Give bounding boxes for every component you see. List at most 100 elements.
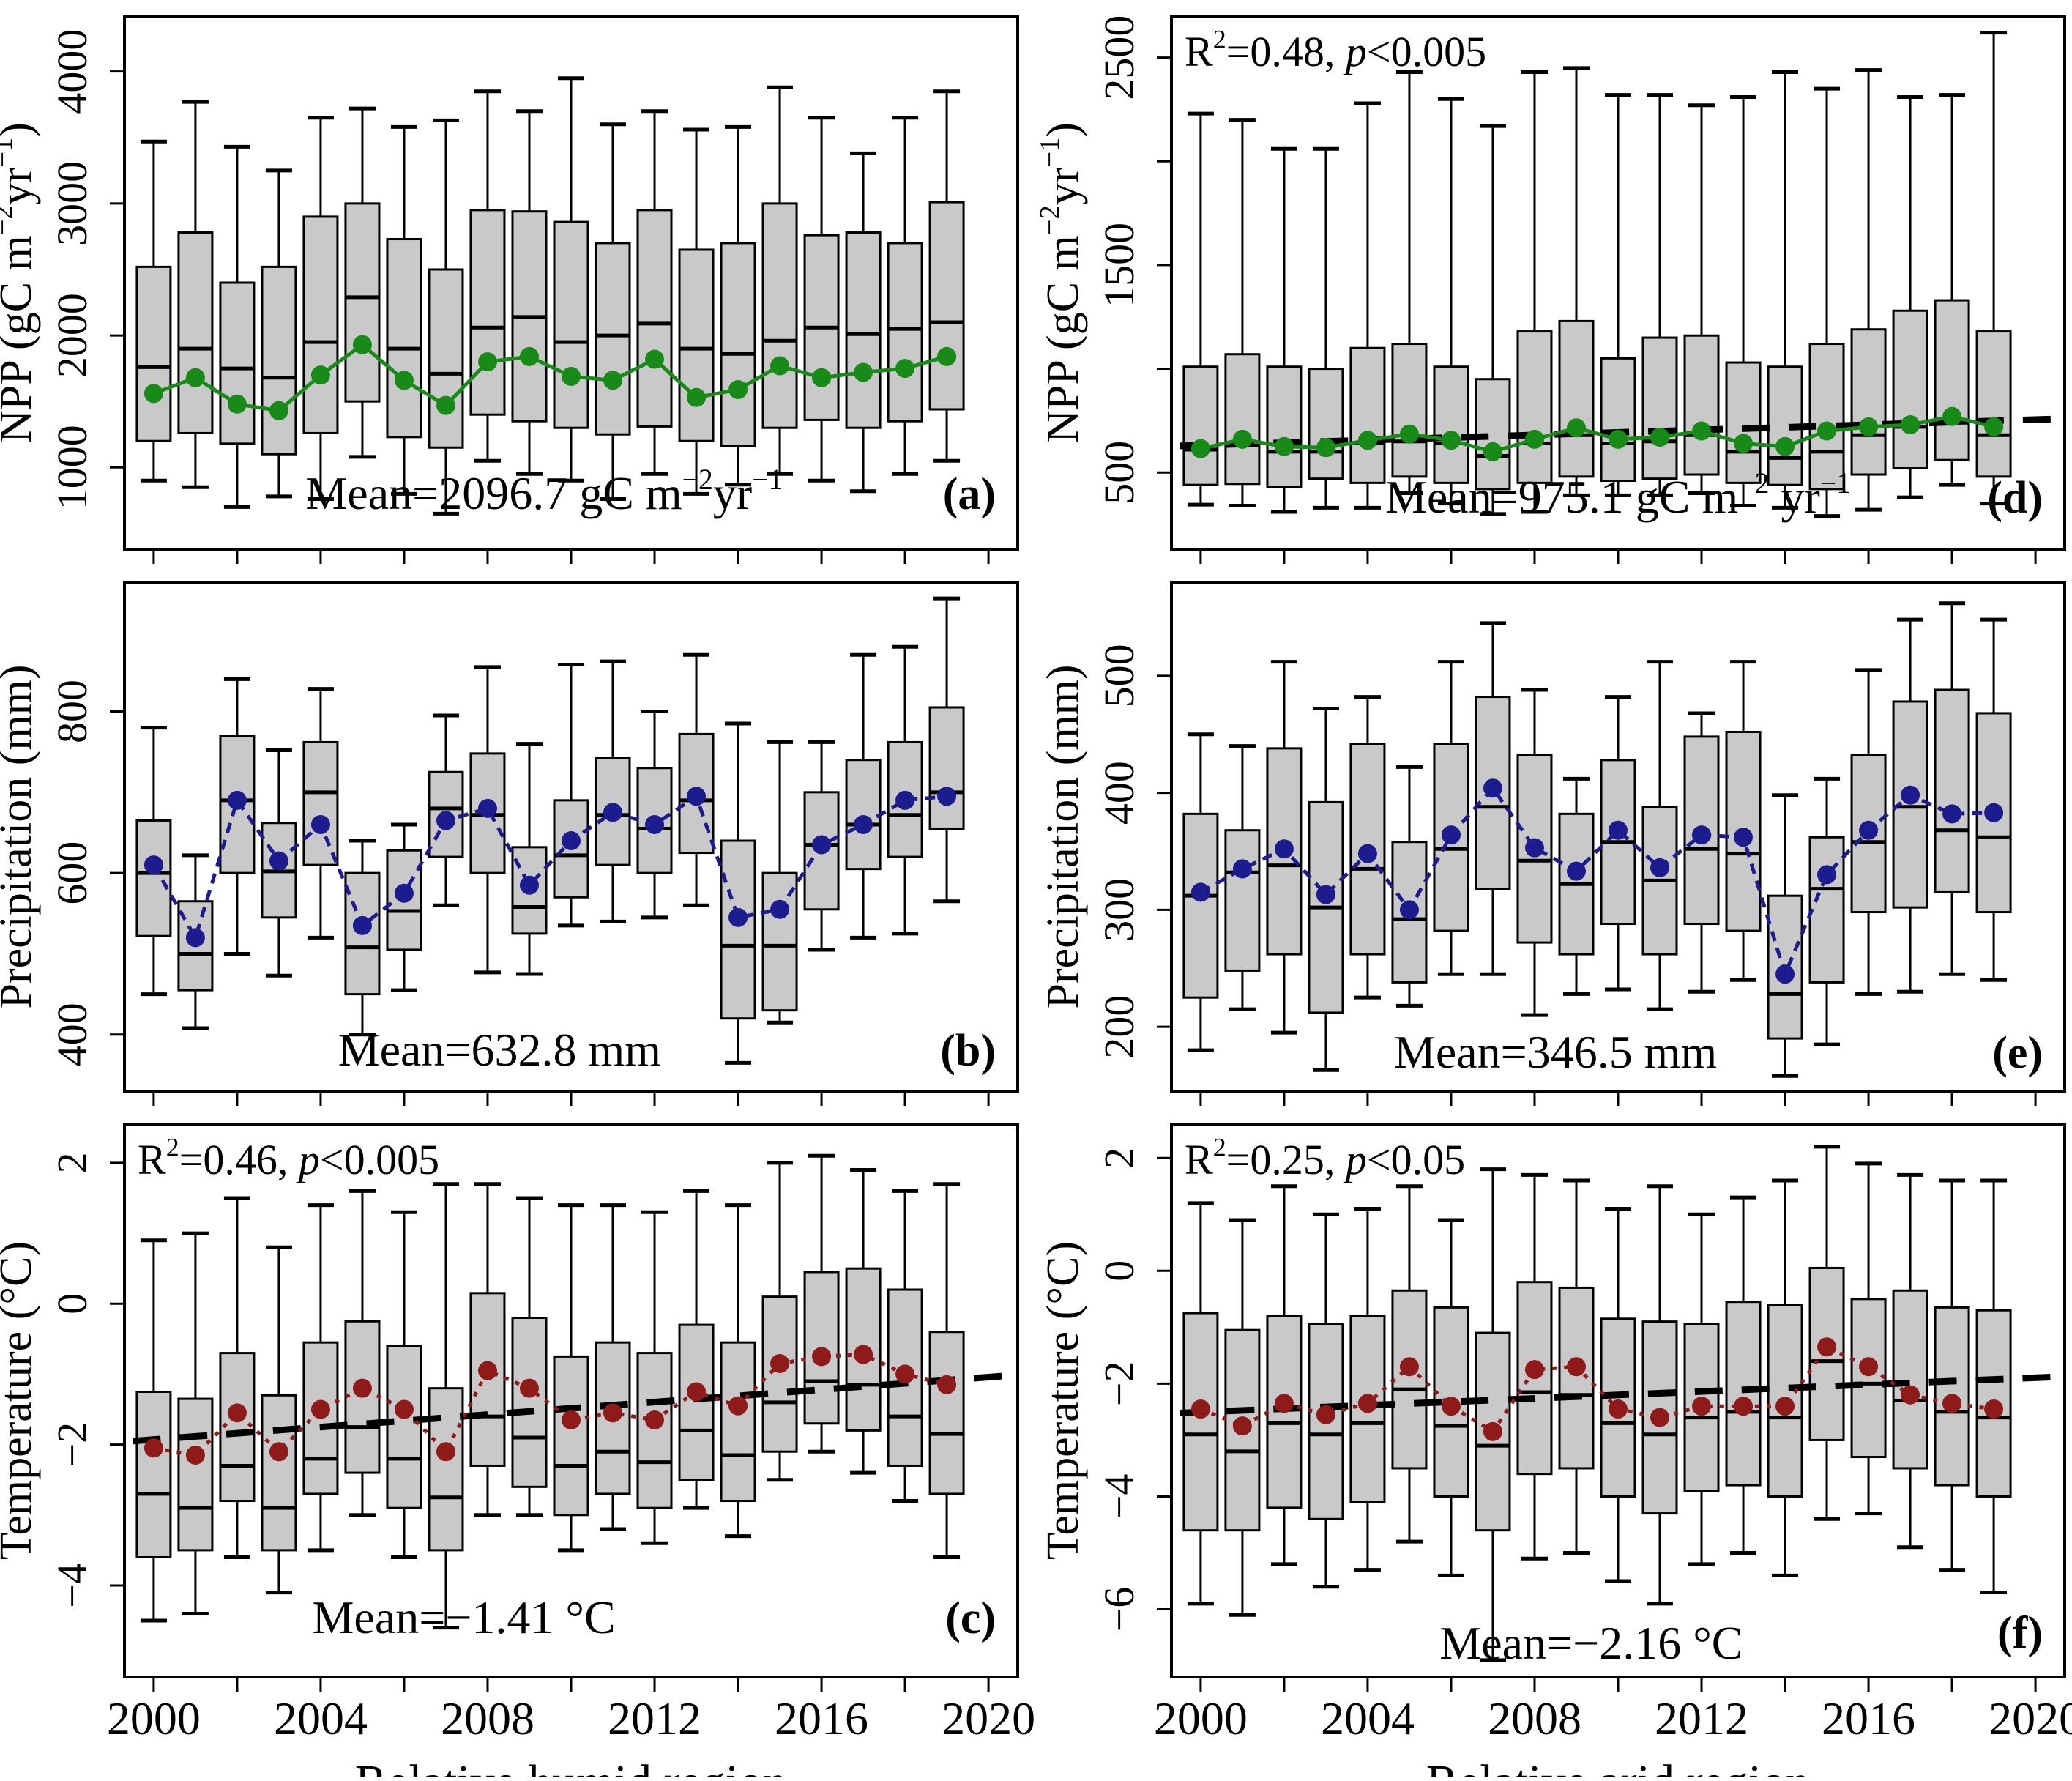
box-rect xyxy=(553,1355,589,1517)
point-d-2003 xyxy=(1316,438,1335,458)
point-e-2006 xyxy=(1441,825,1461,845)
point-a-2010 xyxy=(562,366,581,386)
box-f-2001 xyxy=(1224,1218,1261,1617)
point-f-2000 xyxy=(1190,1399,1210,1419)
point-d-2016 xyxy=(1859,417,1879,436)
point-c-2004 xyxy=(310,1399,330,1419)
box-rect xyxy=(1934,1306,1970,1487)
box-rect xyxy=(1224,353,1261,486)
point-a-2014 xyxy=(728,379,748,399)
box-rect xyxy=(1808,343,1845,491)
box-rect xyxy=(1182,365,1219,486)
box-rect xyxy=(1558,1286,1595,1470)
y-tick-label: 4000 xyxy=(48,29,96,114)
y-tick-label: 500 xyxy=(1095,441,1143,505)
box-rect xyxy=(1516,754,1553,944)
point-d-2005 xyxy=(1399,424,1419,444)
svg-text:Precipitation (mm): Precipitation (mm) xyxy=(0,664,41,1008)
box-rect xyxy=(636,209,673,428)
panel-letter-c: (c) xyxy=(945,1594,996,1643)
point-a-2015 xyxy=(770,356,790,376)
point-d-2017 xyxy=(1901,415,1920,435)
point-a-2000 xyxy=(144,384,163,404)
box-e-2008 xyxy=(1516,688,1553,1017)
box-rect xyxy=(636,1352,673,1509)
point-c-2014 xyxy=(728,1396,748,1416)
svg-text:4000: 4000 xyxy=(48,29,96,114)
box-rect xyxy=(1391,343,1428,478)
box-rect xyxy=(928,706,965,830)
box-rect xyxy=(511,1316,548,1488)
box-rect xyxy=(1516,1281,1553,1476)
box-rect xyxy=(1182,1312,1219,1532)
point-d-2014 xyxy=(1775,436,1795,456)
box-rect xyxy=(177,1397,214,1552)
point-f-2008 xyxy=(1524,1360,1544,1380)
box-f-2005 xyxy=(1391,1184,1428,1544)
box-rect xyxy=(1433,365,1469,484)
point-d-2009 xyxy=(1566,418,1586,438)
box-rect xyxy=(595,242,631,436)
series-points-e xyxy=(1190,778,2004,984)
point-d-2019 xyxy=(1984,417,2004,436)
point-f-2003 xyxy=(1316,1405,1335,1424)
point-b-2010 xyxy=(562,831,581,851)
x-axis-a xyxy=(152,549,990,564)
y-tick-label: −2 xyxy=(48,1422,96,1468)
box-f-2014 xyxy=(1767,1178,1803,1577)
box-a-2010 xyxy=(553,76,589,483)
box-rect xyxy=(1892,309,1928,470)
box-c-2015 xyxy=(761,1161,798,1482)
point-c-2016 xyxy=(812,1347,832,1367)
point-c-2003 xyxy=(269,1442,288,1462)
point-b-2018 xyxy=(895,790,915,810)
point-a-2016 xyxy=(812,368,832,387)
point-b-2009 xyxy=(519,875,539,895)
r2-annotation-d: R2=0.48, p<0.005 xyxy=(1185,25,1486,75)
point-d-2002 xyxy=(1274,436,1294,456)
svg-text:400: 400 xyxy=(1095,761,1143,825)
box-rect xyxy=(845,759,882,871)
box-e-2019 xyxy=(1975,617,2012,982)
box-a-2000 xyxy=(135,139,172,483)
boxplot-series-c xyxy=(135,1153,965,1630)
point-f-2014 xyxy=(1775,1397,1795,1416)
point-a-2012 xyxy=(645,349,665,369)
x-axis-e xyxy=(1199,1091,2037,1106)
mean-label-a: Mean=2096.7 gC m−2yr−1 xyxy=(305,464,783,519)
point-b-2003 xyxy=(269,851,288,871)
box-b-2011 xyxy=(595,659,631,923)
svg-text:Temperature (°C): Temperature (°C) xyxy=(0,1241,41,1560)
point-c-2000 xyxy=(144,1438,163,1458)
series-line-b xyxy=(152,793,947,942)
box-e-2009 xyxy=(1558,776,1595,996)
y-tick-label: 3000 xyxy=(48,161,96,246)
point-c-2017 xyxy=(854,1345,873,1364)
box-f-2009 xyxy=(1558,1178,1595,1555)
y-tick-label: −6 xyxy=(1095,1587,1143,1632)
point-f-2013 xyxy=(1734,1397,1754,1416)
point-f-2012 xyxy=(1692,1397,1712,1416)
y-tick-label: 1500 xyxy=(1095,223,1143,308)
point-e-2013 xyxy=(1734,828,1754,847)
x-tick-label: 2004 xyxy=(274,1692,368,1744)
point-d-2000 xyxy=(1190,439,1210,458)
point-e-2018 xyxy=(1942,804,1962,824)
point-e-2010 xyxy=(1609,820,1628,840)
point-f-2004 xyxy=(1357,1394,1377,1413)
svg-text:500: 500 xyxy=(1095,441,1143,505)
y-tick-label: −2 xyxy=(1095,1361,1143,1407)
box-d-2015 xyxy=(1808,86,1845,518)
y-tick-label: 0 xyxy=(1095,1260,1143,1282)
box-rect xyxy=(1600,357,1636,483)
svg-text:1000: 1000 xyxy=(48,425,96,510)
box-rect xyxy=(1934,688,1970,893)
point-c-2015 xyxy=(770,1354,790,1374)
point-d-2011 xyxy=(1650,428,1670,447)
y-tick-label: 400 xyxy=(48,1003,96,1066)
point-a-2018 xyxy=(895,359,915,379)
x-tick-label: 2012 xyxy=(1655,1692,1748,1744)
box-b-2015 xyxy=(761,740,798,1025)
box-b-2007 xyxy=(428,713,464,907)
